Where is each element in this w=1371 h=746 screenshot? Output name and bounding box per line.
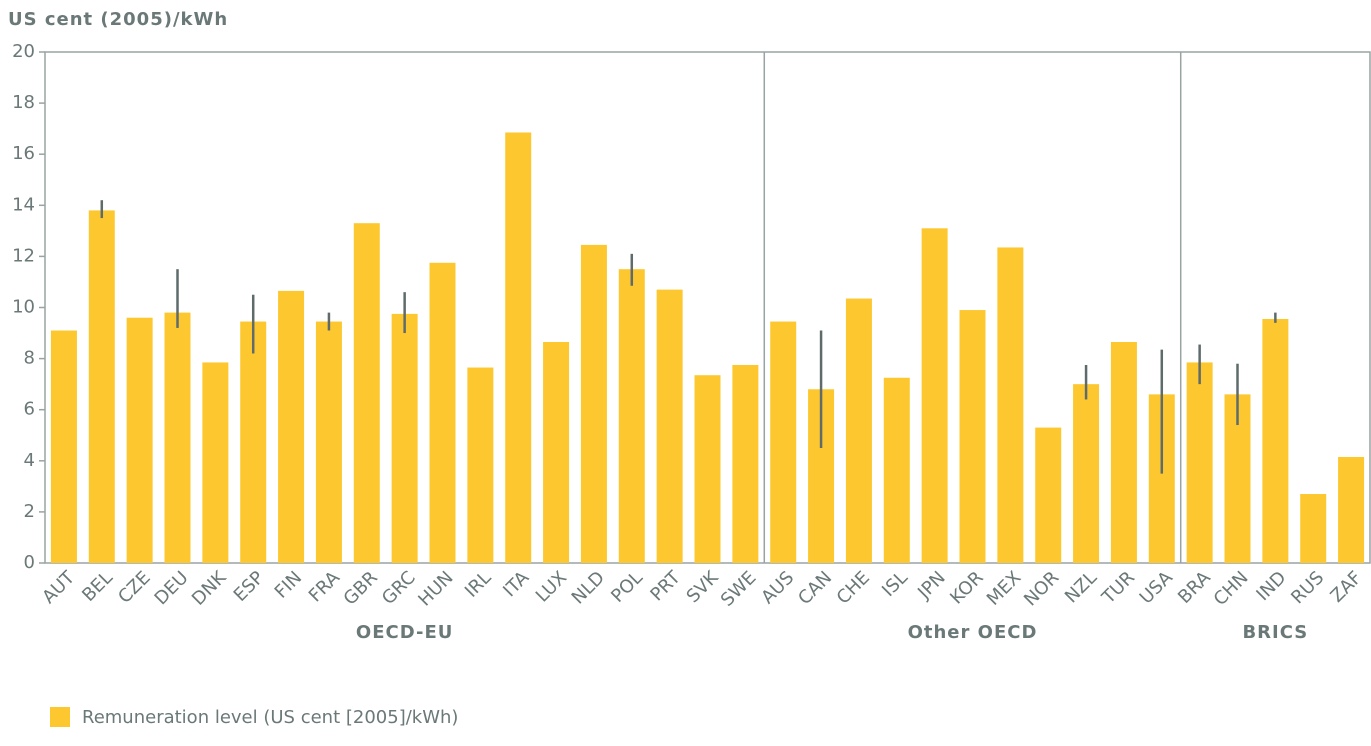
y-tick-label: 4 <box>24 450 35 471</box>
bar <box>1186 362 1213 563</box>
bar <box>1110 341 1137 563</box>
y-tick-label: 8 <box>24 348 35 369</box>
bar <box>1262 318 1289 563</box>
x-tick-label: ZAF <box>1327 567 1367 607</box>
x-tick-label: NZL <box>1061 567 1101 607</box>
x-tick-label: USA <box>1136 567 1178 609</box>
x-tick-label: AUS <box>757 567 798 608</box>
x-tick-label: GBR <box>340 567 382 609</box>
chart-title: US cent (2005)/kWh <box>8 9 228 30</box>
y-tick-label: 18 <box>12 92 35 113</box>
bar <box>240 321 267 563</box>
y-tick-label: 16 <box>12 143 35 164</box>
y-tick-label: 0 <box>24 552 35 573</box>
bar <box>278 290 305 563</box>
bar <box>770 321 797 563</box>
bar <box>694 375 721 563</box>
bar <box>88 210 115 563</box>
x-tick-label: IND <box>1252 567 1290 605</box>
x-tick-label: FIN <box>271 567 306 602</box>
x-tick-label: CHN <box>1210 567 1253 610</box>
bar <box>732 364 759 563</box>
bar <box>126 317 153 563</box>
bar <box>883 377 910 563</box>
x-tick-label: MEX <box>983 567 1026 610</box>
bar <box>580 244 607 563</box>
x-tick-label: IRL <box>461 567 496 602</box>
x-tick-label: SVK <box>683 566 724 607</box>
x-tick-label: NOR <box>1020 567 1063 610</box>
bar <box>391 313 418 563</box>
y-tick-label: 6 <box>24 399 35 420</box>
x-tick-label: ITA <box>499 567 534 602</box>
group-label: OECD-EU <box>356 622 453 643</box>
x-tick-label: AUT <box>38 567 79 608</box>
x-tick-label: BRA <box>1174 567 1215 608</box>
bar <box>202 362 229 563</box>
y-tick-label: 20 <box>12 41 35 62</box>
x-tick-label: HUN <box>414 567 457 610</box>
y-tick-label: 12 <box>12 245 35 266</box>
bar <box>505 132 532 564</box>
bar <box>1035 427 1062 563</box>
x-tick-label: ISL <box>878 567 912 601</box>
bar <box>1073 384 1100 563</box>
bar <box>353 223 380 563</box>
bar <box>959 310 986 563</box>
bar <box>543 341 570 563</box>
x-tick-label: DNK <box>188 566 231 609</box>
x-tick-label: CHE <box>833 567 874 608</box>
bar <box>618 269 645 563</box>
bar <box>845 298 872 563</box>
x-tick-label: DEU <box>151 567 193 609</box>
x-tick-label: JPN <box>913 567 950 604</box>
x-tick-label: GRC <box>378 567 420 609</box>
legend-label: Remuneration level (US cent [2005]/kWh) <box>82 707 458 728</box>
x-tick-label: RUS <box>1287 567 1328 608</box>
group-label: BRICS <box>1242 622 1308 643</box>
y-tick-label: 2 <box>24 501 35 522</box>
x-tick-label: CZE <box>114 567 155 608</box>
x-tick-label: TUR <box>1098 567 1139 608</box>
x-tick-label: BEL <box>78 567 117 606</box>
bar <box>164 312 191 563</box>
bar <box>997 247 1024 563</box>
bar <box>50 330 77 563</box>
x-tick-label: LUX <box>532 567 571 606</box>
bar <box>921 228 948 564</box>
x-tick-label: FRA <box>305 567 345 607</box>
x-tick-label: CAN <box>794 567 836 609</box>
bar <box>1300 494 1327 563</box>
legend-swatch <box>50 707 70 727</box>
x-tick-label: PRT <box>646 567 685 606</box>
y-tick-label: 10 <box>12 297 35 318</box>
x-tick-label: NLD <box>568 567 609 608</box>
x-tick-label: KOR <box>946 567 987 608</box>
bar <box>315 321 342 563</box>
bar <box>656 289 683 563</box>
group-label: Other OECD <box>908 622 1038 643</box>
bar <box>429 262 456 563</box>
bar <box>467 367 494 563</box>
x-tick-label: POL <box>607 567 647 607</box>
x-tick-label: ESP <box>230 567 269 606</box>
x-tick-label: SWE <box>717 567 761 611</box>
bar <box>1338 456 1365 563</box>
y-tick-label: 14 <box>12 194 35 215</box>
